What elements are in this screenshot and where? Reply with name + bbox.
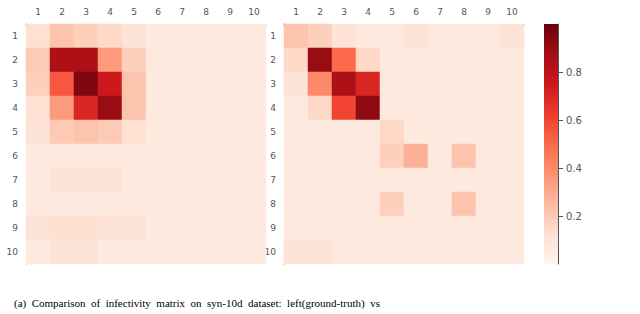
svg-text:0.8: 0.8 — [566, 67, 582, 78]
svg-text:8: 8 — [461, 7, 467, 17]
svg-text:5: 5 — [270, 127, 276, 137]
svg-text:(a) Comparison of infectivi: (a) Comparison of infectivity matrix on … — [14, 297, 380, 310]
svg-text:4: 4 — [107, 7, 113, 17]
svg-text:5: 5 — [389, 7, 395, 17]
svg-text:7: 7 — [12, 175, 18, 185]
svg-text:9: 9 — [270, 223, 276, 233]
svg-text:6: 6 — [155, 7, 161, 17]
svg-text:2: 2 — [317, 7, 323, 17]
svg-text:2: 2 — [270, 55, 276, 65]
svg-text:6: 6 — [270, 151, 276, 161]
svg-text:4: 4 — [365, 7, 371, 17]
svg-text:2: 2 — [12, 55, 18, 65]
svg-text:0.4: 0.4 — [566, 163, 582, 174]
svg-text:2: 2 — [59, 7, 65, 17]
svg-text:4: 4 — [12, 103, 18, 113]
svg-text:1: 1 — [293, 7, 299, 17]
svg-text:10: 10 — [7, 247, 19, 257]
svg-text:3: 3 — [12, 79, 18, 89]
svg-text:1: 1 — [270, 31, 276, 41]
svg-text:8: 8 — [203, 7, 209, 17]
svg-text:8: 8 — [270, 199, 276, 209]
svg-text:6: 6 — [12, 151, 18, 161]
svg-text:6: 6 — [413, 7, 419, 17]
svg-text:10: 10 — [265, 247, 277, 257]
svg-text:9: 9 — [12, 223, 18, 233]
svg-text:1: 1 — [12, 31, 18, 41]
svg-text:5: 5 — [131, 7, 137, 17]
svg-text:0.6: 0.6 — [566, 115, 582, 126]
svg-text:4: 4 — [270, 103, 276, 113]
svg-text:10: 10 — [506, 7, 518, 17]
svg-text:9: 9 — [227, 7, 233, 17]
svg-text:10: 10 — [248, 7, 260, 17]
svg-text:5: 5 — [12, 127, 18, 137]
svg-text:7: 7 — [437, 7, 443, 17]
svg-text:7: 7 — [179, 7, 185, 17]
svg-text:7: 7 — [270, 175, 276, 185]
svg-text:8: 8 — [12, 199, 18, 209]
svg-text:3: 3 — [83, 7, 89, 17]
svg-text:3: 3 — [270, 79, 276, 89]
svg-text:9: 9 — [485, 7, 491, 17]
svg-text:1: 1 — [35, 7, 41, 17]
svg-text:0.2: 0.2 — [566, 211, 582, 222]
svg-text:3: 3 — [341, 7, 347, 17]
